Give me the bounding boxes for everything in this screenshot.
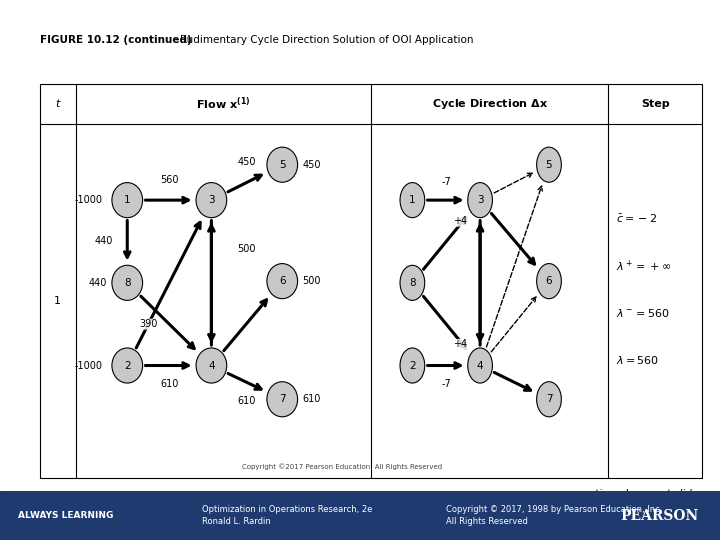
Text: -1000: -1000 [75,361,103,370]
Text: 610: 610 [160,379,179,389]
Text: 7: 7 [279,394,286,404]
Text: Optimization in Operations Research, 2e
Ronald L. Rardin: Optimization in Operations Research, 2e … [202,505,372,526]
Text: 450: 450 [302,160,321,170]
Circle shape [400,348,425,383]
Text: 500: 500 [238,244,256,254]
Text: 440: 440 [89,278,107,288]
Text: 4: 4 [208,361,215,370]
Text: 610: 610 [238,396,256,406]
Circle shape [267,147,297,183]
Bar [40,84,702,478]
Circle shape [536,147,562,183]
Text: $\lambda^+ = +\infty$: $\lambda^+ = +\infty$ [616,258,671,274]
Text: 560: 560 [160,175,179,185]
Text: 8: 8 [124,278,130,288]
Circle shape [196,183,227,218]
Text: ALWAYS LEARNING: ALWAYS LEARNING [18,511,113,520]
Circle shape [112,348,143,383]
Text: 1: 1 [124,195,130,205]
Text: 440: 440 [94,237,113,246]
Circle shape [536,382,562,417]
Text: $\lambda = 560$: $\lambda = 560$ [616,354,659,367]
Text: -1000: -1000 [75,195,103,205]
Circle shape [267,264,297,299]
Text: Rudimentary Cycle Direction Solution of OOI Application: Rudimentary Cycle Direction Solution of … [180,35,474,45]
Text: 7: 7 [546,394,552,404]
Text: 1: 1 [54,296,61,306]
Text: 2: 2 [124,361,130,370]
Text: 8: 8 [409,278,415,288]
Text: 4: 4 [477,361,483,370]
Text: 6: 6 [279,276,286,286]
Circle shape [400,265,425,300]
Text: Step: Step [641,99,670,109]
Circle shape [267,382,297,417]
Text: 6: 6 [546,276,552,286]
Text: Flow $\mathbf{x^{(1)}}$: Flow $\mathbf{x^{(1)}}$ [196,96,251,112]
Circle shape [196,348,227,383]
Circle shape [536,264,562,299]
Circle shape [468,348,492,383]
Text: 5: 5 [279,160,286,170]
Text: FIGURE 10.12 (continued): FIGURE 10.12 (continued) [40,35,192,45]
Text: Copyright © 2017, 1998 by Pearson Education, Inc.
All Rights Reserved: Copyright © 2017, 1998 by Pearson Educat… [446,505,663,526]
Text: 1: 1 [409,195,415,205]
Text: +4: +4 [454,216,467,226]
Text: 450: 450 [238,157,256,167]
Text: 3: 3 [208,195,215,205]
Text: -7: -7 [441,379,451,389]
Circle shape [112,183,143,218]
Text: 3: 3 [477,195,483,205]
Text: 2: 2 [409,361,415,370]
Text: $\bar{c} = -2$: $\bar{c} = -2$ [616,213,657,225]
Text: PEARSON: PEARSON [620,509,698,523]
Text: 610: 610 [302,394,321,404]
Circle shape [468,183,492,218]
Text: 390: 390 [140,319,158,329]
Text: -7: -7 [441,177,451,187]
Text: 5: 5 [546,160,552,170]
Text: Cycle Direction $\mathbf{\Delta x}$: Cycle Direction $\mathbf{\Delta x}$ [431,97,548,111]
Text: +4: +4 [454,340,467,349]
Text: continued on next slide: continued on next slide [576,489,698,499]
Circle shape [400,183,425,218]
Text: 500: 500 [302,276,321,286]
Text: Copyright ©2017 Pearson Education, All Rights Reserved: Copyright ©2017 Pearson Education, All R… [242,464,442,470]
Circle shape [112,265,143,300]
Text: $\lambda^- = 560$: $\lambda^- = 560$ [616,307,670,319]
Text: t: t [55,99,60,109]
